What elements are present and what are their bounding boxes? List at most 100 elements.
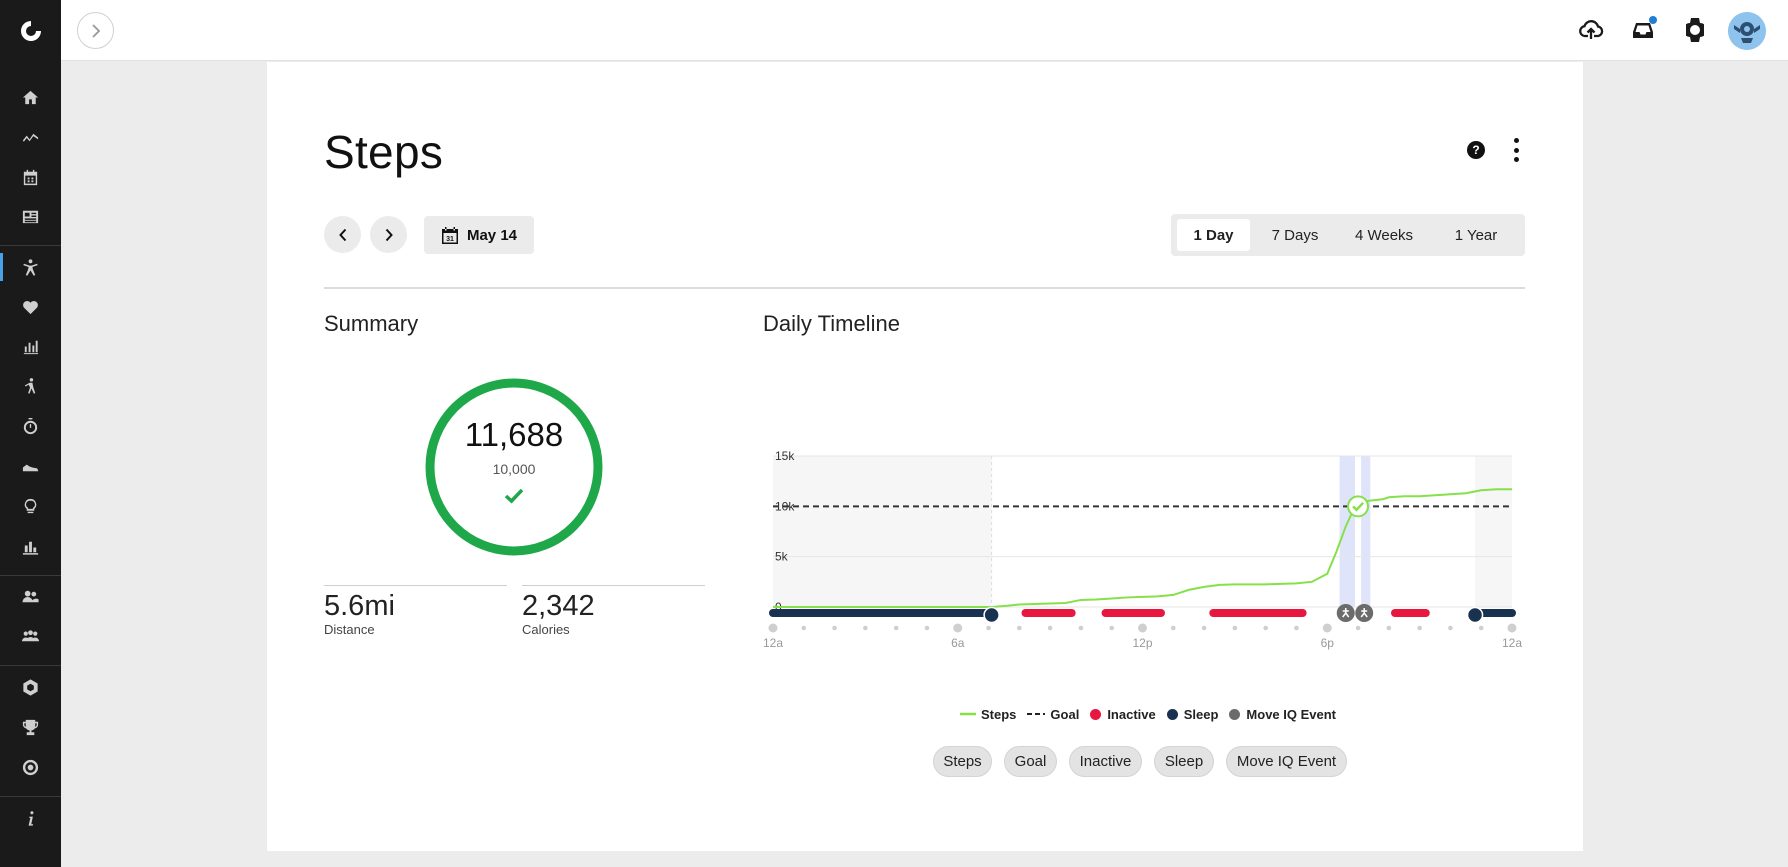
hour-dot [1232, 625, 1238, 631]
trophy-icon[interactable] [0, 709, 61, 745]
steps-icon[interactable] [0, 249, 61, 285]
previous-date-button[interactable] [324, 216, 361, 253]
next-date-button[interactable] [370, 216, 407, 253]
tab-4-weeks[interactable]: 4 Weeks [1354, 226, 1414, 244]
svg-text:31: 31 [446, 236, 454, 243]
move-iq-block [1361, 456, 1371, 607]
hour-dot [1263, 625, 1268, 631]
garmin-connect-logo[interactable] [0, 0, 61, 61]
header-divider [324, 287, 1525, 289]
hour-dot [832, 625, 837, 631]
calories-stat: 2,342 Calories [522, 585, 705, 637]
calories-label: Calories [522, 622, 570, 637]
news-icon[interactable] [0, 198, 61, 234]
filter-inactive[interactable]: Inactive [1069, 746, 1142, 777]
legend-goal: Goal [1027, 707, 1079, 722]
filter-goal[interactable]: Goal [1004, 746, 1057, 777]
hour-dot [1294, 625, 1299, 631]
legend-inactive: Inactive [1090, 707, 1156, 722]
home-icon[interactable] [0, 79, 61, 115]
distance-stat: 5.6mi Distance [324, 585, 507, 637]
tab-7-days[interactable]: 7 Days [1271, 226, 1319, 244]
badges-icon[interactable] [0, 669, 61, 705]
insights-icon[interactable] [0, 488, 61, 524]
activities-icon[interactable] [0, 119, 61, 155]
hour-dot [893, 625, 899, 631]
stopwatch-icon[interactable] [0, 408, 61, 444]
hour-dot [1478, 625, 1484, 631]
heart-icon[interactable] [0, 289, 61, 325]
hour-dot [953, 623, 963, 633]
distance-value: 5.6mi [324, 590, 395, 622]
x-tick-label: 12a [763, 636, 783, 650]
date-label: May 14 [466, 226, 518, 244]
y-tick-label: 15k [775, 449, 795, 463]
connections-icon[interactable] [0, 578, 61, 614]
hour-dot [1417, 625, 1422, 631]
hour-dot [801, 625, 807, 631]
filter-move-iq-event[interactable]: Move IQ Event [1226, 746, 1347, 777]
y-tick-label: 5k [775, 550, 789, 564]
hour-dot [1047, 625, 1053, 631]
sidebar [0, 0, 61, 867]
logo-icon [20, 20, 41, 41]
hour-dot [986, 625, 991, 631]
calendar-icon: 31 [441, 226, 458, 244]
x-tick-label: 6a [951, 636, 965, 650]
sleep-marker-icon [1466, 606, 1484, 624]
calendar-icon[interactable] [0, 159, 61, 195]
help-icon[interactable]: ? [1467, 141, 1485, 159]
hour-dot [1507, 623, 1517, 633]
goal-reached-check-icon [1352, 501, 1364, 512]
hour-dot [1078, 625, 1084, 631]
groups-icon[interactable] [0, 618, 61, 654]
shoe-icon[interactable] [0, 448, 61, 484]
x-tick-label: 6p [1321, 636, 1335, 650]
hour-dot [1109, 625, 1115, 631]
range-selector: 1 Day 7 Days 4 Weeks 1 Year [1171, 214, 1525, 256]
filter-sleep[interactable]: Sleep [1154, 746, 1214, 777]
hour-dot [924, 625, 930, 631]
reports-icon[interactable] [0, 328, 61, 364]
chart-legend: Steps Goal Inactive Sleep Move IQ Event [960, 705, 1347, 723]
calories-value: 2,342 [522, 590, 595, 622]
stats-icon[interactable] [0, 528, 61, 564]
chart-filters: Steps Goal Inactive Sleep Move IQ Event [933, 746, 1383, 777]
chevron-right-icon [385, 228, 393, 241]
golf-icon[interactable] [0, 368, 61, 404]
steps-card: Steps ? 31 May 14 1 Day 7 Days 4 Weeks 1… [267, 62, 1583, 851]
sync-upload-icon[interactable] [1575, 14, 1607, 46]
tab-1-day[interactable]: 1 Day [1177, 219, 1250, 251]
inbox-icon[interactable] [1627, 14, 1659, 46]
legend-move-iq: Move IQ Event [1229, 707, 1336, 722]
night-shade [1475, 456, 1512, 607]
legend-sleep: Sleep [1166, 707, 1218, 722]
hour-dot [1138, 623, 1147, 633]
hour-dot [1170, 625, 1176, 631]
hour-dot [768, 623, 778, 633]
tab-1-year[interactable]: 1 Year [1454, 226, 1498, 244]
top-bar [61, 0, 1788, 61]
steps-progress-ring [425, 378, 603, 556]
avatar[interactable] [1728, 12, 1766, 50]
notification-dot [1649, 16, 1657, 24]
x-tick-label: 12a [1502, 636, 1522, 650]
watch-icon[interactable] [1679, 14, 1711, 46]
hour-dot [1322, 623, 1332, 633]
date-picker-button[interactable]: 31 May 14 [424, 216, 534, 254]
hour-dot [1448, 625, 1453, 631]
walking-icon [1360, 608, 1368, 618]
night-shade [773, 456, 992, 607]
more-options-icon[interactable] [1511, 138, 1521, 162]
goals-icon[interactable] [0, 749, 61, 785]
hour-dot [1355, 625, 1361, 631]
info-icon[interactable] [0, 800, 61, 836]
filter-steps[interactable]: Steps [933, 746, 992, 777]
summary-title: Summary [324, 311, 419, 336]
chevron-left-icon [338, 228, 346, 241]
goal-met-check-icon [504, 488, 524, 504]
expand-sidebar-button[interactable] [77, 12, 114, 49]
hour-dot [1201, 625, 1207, 631]
steps-line-swatch [960, 712, 976, 716]
